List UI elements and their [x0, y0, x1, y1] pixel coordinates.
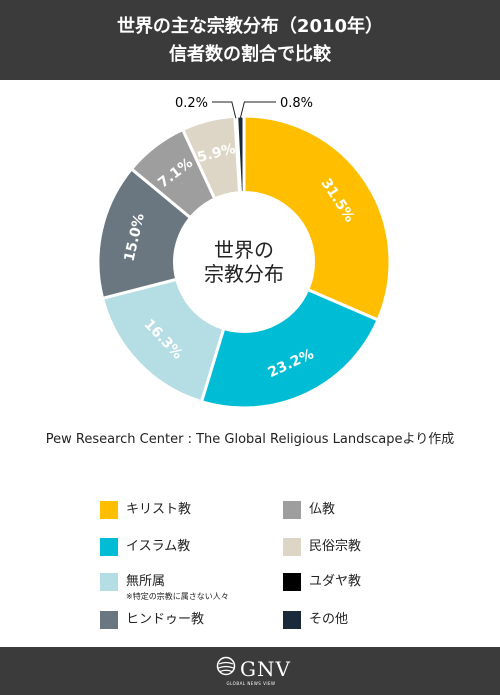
legend-swatch	[283, 538, 301, 556]
legend-swatch	[100, 538, 118, 556]
legend-swatch	[100, 573, 118, 591]
legend-label: 無所属	[126, 574, 166, 589]
legend-swatch	[283, 501, 301, 519]
slice-label-7: 0.8%	[280, 96, 313, 111]
legend-label: イスラム教	[126, 539, 191, 554]
chart-subtitle: 信者数の割合で比較	[169, 44, 331, 65]
footer-bar: GNV GLOBAL NEWS VIEW	[0, 647, 500, 695]
center-label-line2: 宗教分布	[204, 262, 284, 286]
legend-label: キリスト教	[126, 502, 192, 517]
leader-line-6	[212, 101, 237, 119]
leader-line-7	[239, 101, 276, 119]
brand-tagline: GLOBAL NEWS VIEW	[226, 681, 276, 686]
legend-note: ※特定の宗教に属さない人々	[126, 592, 229, 601]
source-note: Pew Research Center : The Global Religio…	[45, 432, 455, 447]
legend-swatch	[100, 611, 118, 629]
globe-logo-icon	[216, 656, 236, 676]
legend-label: ユダヤ教	[309, 574, 362, 589]
chart-title: 世界の主な宗教分布（2010年）	[116, 16, 384, 37]
legend-label: 民俗宗教	[309, 539, 362, 554]
center-label-line1: 世界の	[214, 238, 274, 262]
legend-label: ヒンドゥー教	[126, 612, 205, 627]
header-bar: 世界の主な宗教分布（2010年） 信者数の割合で比較	[0, 0, 500, 80]
legend-label: 仏教	[309, 502, 336, 517]
legend-swatch	[283, 573, 301, 591]
donut-hole	[173, 191, 315, 333]
brand-name: GNV	[240, 657, 291, 681]
legend-label: その他	[309, 612, 349, 627]
legend-swatch	[283, 611, 301, 629]
legend-swatch	[100, 501, 118, 519]
donut-chart: 31.5%23.2%16.3%15.0%7.1%5.9%0.2% 0.8% 世界の…	[96, 96, 392, 410]
slice-label-6: 0.2%	[175, 96, 208, 111]
